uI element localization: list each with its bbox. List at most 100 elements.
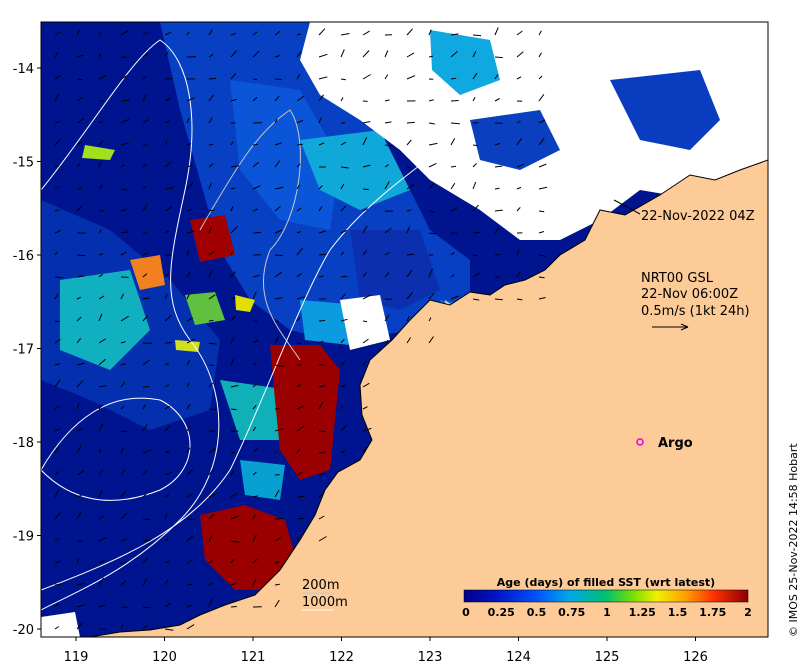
current-vector [274,229,283,234]
current-vector [120,538,127,542]
current-vector [296,51,302,58]
current-vector [98,229,102,234]
current-vector [406,337,412,344]
current-vector [340,424,348,432]
current-vector [142,606,151,609]
current-vector [230,408,237,411]
current-vector [54,120,61,124]
current-vector [142,404,146,410]
current-vector [230,251,234,256]
current-vector [142,31,148,36]
current-vector [76,78,83,81]
current-vector [274,364,284,367]
current-vector [340,275,348,278]
current-vector [186,624,195,630]
contour-1000m [41,39,220,611]
current-vector [428,142,438,146]
current-vector [516,120,521,124]
current-vector [120,341,126,344]
sst-region [240,460,285,500]
current-vector [208,408,217,410]
current-vector [120,164,125,168]
current-vector [494,27,499,36]
current-vector [208,226,213,234]
current-vector [362,164,371,168]
current-vector [230,540,240,543]
current-vector [406,316,410,322]
colorbar-tick-label: 0.5 [527,606,547,619]
current-vector [230,315,236,322]
current-vector [142,252,149,256]
current-vector [296,184,300,190]
current-vector [340,49,345,58]
current-vector [494,254,501,256]
current-vector [230,226,238,234]
current-vector [230,50,238,58]
current-vector [186,293,190,300]
current-vector [494,56,503,59]
current-vector [450,51,458,58]
current-vector [384,121,392,124]
current-vector [274,537,281,542]
current-vector [208,77,217,80]
current-vector [98,423,104,432]
current-vector [142,470,148,476]
longitude-axis: 119 120 121 122 123 124 125 126 [64,637,708,665]
current-vector [120,293,124,300]
current-vector [98,604,106,608]
current-vector [54,320,60,323]
current-vector [164,561,170,564]
current-vector [318,401,324,410]
current-vector [98,628,107,630]
current-vector [252,339,259,344]
current-vector [98,536,107,542]
current-vector [164,272,169,278]
current-vector [142,557,149,564]
current-vector [98,515,105,520]
lon-tick-label: 119 [64,650,89,665]
current-vector [164,120,171,124]
current-vector [450,100,459,102]
current-vector [186,469,194,476]
current-vector [318,28,326,36]
current-vector [428,55,434,58]
current-vector [164,579,169,586]
lon-tick-label: 121 [241,650,266,665]
current-vector [296,247,303,256]
current-vector [362,320,368,323]
current-vector [296,119,304,124]
current-vector [208,364,215,366]
current-vector [54,583,63,586]
sst-region [270,345,340,480]
current-vector [450,137,456,146]
coastline [89,159,768,637]
current-vector [208,447,216,454]
contour-1000m-label: 1000m [302,595,348,610]
current-vector [406,121,415,124]
current-vector [230,187,236,190]
current-vector [54,405,60,410]
current-vector [318,142,325,146]
current-vector [428,122,435,125]
current-vector [164,161,173,168]
current-vector [274,205,281,212]
current-vector [494,142,501,146]
current-vector [472,144,478,147]
current-vector [186,583,193,586]
current-vector [230,451,236,454]
current-vector [362,225,368,234]
current-vector [318,275,324,278]
colorbar-tick-label: 0 [462,606,470,619]
current-vector [538,119,546,124]
current-vector [252,383,258,388]
current-vector [340,361,346,366]
current-vector [274,142,283,146]
lat-tick-label: -14 [13,62,34,77]
current-vector [76,444,82,454]
contour-200m [41,149,441,591]
current-vector [142,315,148,322]
current-vector [142,75,147,80]
current-vector [76,162,81,168]
current-vector [318,253,327,256]
current-vector [362,382,370,388]
